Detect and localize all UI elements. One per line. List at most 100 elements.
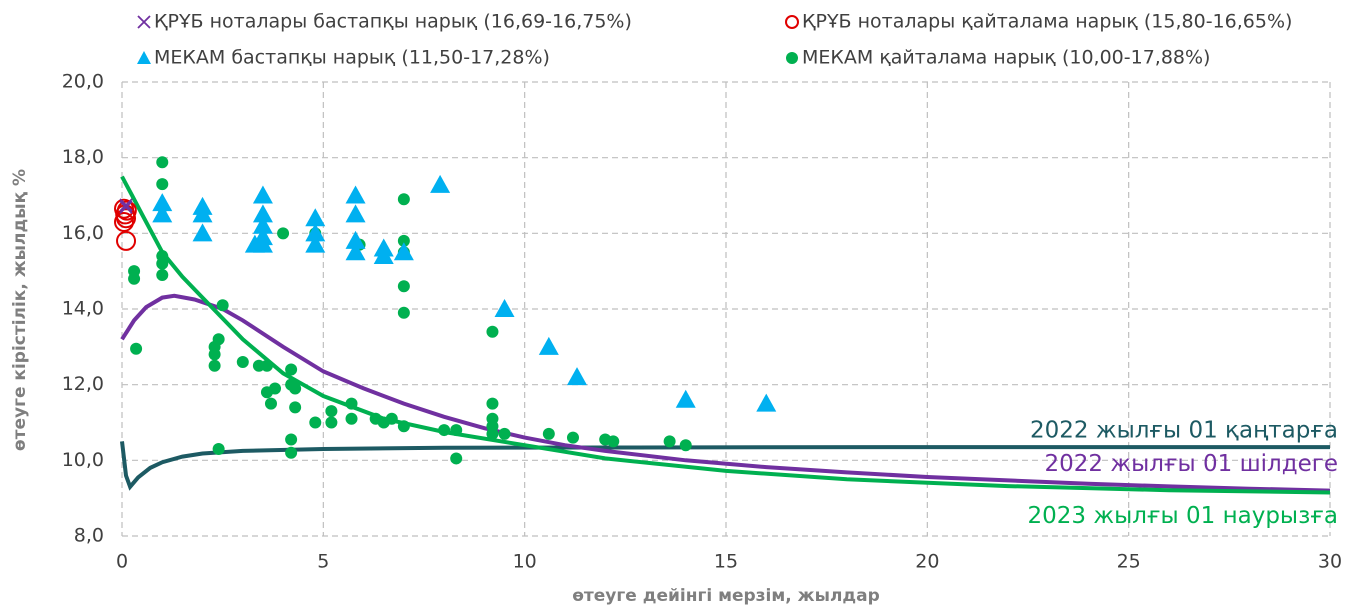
dot-marker (486, 397, 499, 410)
x-tick-label: 10 (513, 551, 537, 573)
y-tick-label: 16,0 (62, 222, 104, 244)
dot-marker (285, 363, 298, 376)
dot-marker (212, 333, 225, 346)
x-axis-label: өтеуге дейінгі мерзім, жылдар (572, 586, 880, 606)
curve-label: 2022 жылғы 01 қаңтарға (1030, 418, 1338, 444)
triangle-marker (567, 367, 588, 386)
y-tick-label: 12,0 (62, 373, 104, 395)
legend-symbol (137, 51, 151, 64)
dot-marker (450, 452, 463, 465)
fitted-curve (120, 293, 1331, 493)
y-tick-label: 20,0 (62, 71, 104, 93)
x-tick-label: 25 (1117, 551, 1141, 573)
triangle-marker (345, 204, 366, 223)
x-tick-label: 5 (317, 551, 329, 573)
triangle-marker (675, 389, 696, 408)
circle-marker (116, 208, 137, 229)
triangle-marker (192, 223, 213, 242)
dot-marker (325, 405, 338, 418)
x-marker (119, 200, 133, 214)
legend-label: МЕКАМ бастапқы нарық (11,50-17,28%) (154, 47, 550, 69)
legend-label: ҚРҰБ ноталары бастапқы нарық (16,69-16,7… (154, 11, 632, 33)
dot-marker (450, 424, 463, 437)
dot-marker (607, 435, 620, 448)
dot-marker (269, 382, 282, 395)
dot-marker (325, 416, 338, 429)
dot-marker (212, 442, 225, 455)
dot-marker (156, 178, 169, 191)
triangle-marker (345, 242, 366, 261)
dot-marker (156, 257, 169, 270)
dot-marker (498, 427, 511, 440)
y-tick-label: 18,0 (62, 146, 104, 168)
y-tick-label: 14,0 (62, 298, 104, 320)
dot-marker (236, 355, 249, 368)
triangle-marker (192, 196, 213, 215)
dot-marker (264, 397, 277, 410)
dot-marker (397, 193, 410, 206)
triangle-marker (152, 204, 173, 223)
dot-marker (260, 359, 273, 372)
dot-marker (216, 299, 229, 312)
dot-marker (289, 401, 302, 414)
x-marker (119, 198, 133, 212)
x-tick-label: 15 (714, 551, 738, 573)
circle-marker (114, 211, 135, 232)
circle-marker (116, 230, 137, 251)
triangle-marker (393, 242, 414, 261)
triangle-marker (252, 215, 273, 234)
triangle-marker (252, 204, 273, 223)
triangle-marker (345, 185, 366, 204)
triangle-marker (538, 336, 559, 355)
dot-marker (345, 397, 358, 410)
triangle-marker (244, 234, 265, 253)
dot-marker (208, 359, 221, 372)
triangle-marker (252, 185, 273, 204)
legend-label: МЕКАМ қайталама нарық (10,00-17,88%) (802, 47, 1210, 69)
x-tick-label: 30 (1318, 551, 1342, 573)
dot-marker (663, 435, 676, 448)
legend-label: ҚРҰБ ноталары қайталама нарық (15,80-16,… (802, 11, 1292, 33)
dot-marker (385, 412, 398, 425)
dot-marker (285, 446, 298, 459)
x-tick-label: 20 (915, 551, 939, 573)
legend-symbol (137, 15, 151, 29)
triangle-marker (305, 223, 326, 242)
dot-marker (486, 325, 499, 338)
triangle-marker (345, 230, 366, 249)
triangle-marker (430, 174, 451, 193)
dot-marker (289, 382, 302, 395)
dot-marker (397, 306, 410, 319)
dot-marker (566, 431, 579, 444)
dot-marker (542, 427, 555, 440)
legend-symbol (785, 15, 799, 29)
dot-marker (397, 420, 410, 433)
dot-marker (345, 412, 358, 425)
curve-label: 2023 жылғы 01 наурызға (1028, 503, 1338, 529)
triangle-marker (305, 234, 326, 253)
circle-marker (116, 200, 137, 221)
y-axis-label: өтеуге кірістілік, жылдық % (10, 169, 30, 451)
dot-marker (208, 348, 221, 361)
triangle-marker (152, 193, 173, 212)
dot-marker (130, 342, 143, 355)
triangle-marker (305, 208, 326, 227)
dot-marker (397, 280, 410, 293)
dot-marker (397, 234, 410, 247)
x-tick-label: 0 (116, 551, 128, 573)
dot-marker (156, 268, 169, 281)
dot-marker (679, 439, 692, 452)
dot-marker (156, 156, 169, 169)
legend-symbol (786, 52, 798, 64)
dot-marker (438, 424, 451, 437)
y-tick-label: 10,0 (62, 449, 104, 471)
triangle-marker (494, 299, 515, 317)
dot-marker (285, 433, 298, 446)
dot-marker (128, 272, 141, 285)
dot-marker (277, 227, 290, 240)
triangle-marker (756, 393, 777, 412)
curve-label: 2022 жылғы 01 шілдеге (1045, 451, 1338, 477)
y-tick-label: 8,0 (74, 525, 104, 547)
dot-marker (486, 427, 499, 440)
